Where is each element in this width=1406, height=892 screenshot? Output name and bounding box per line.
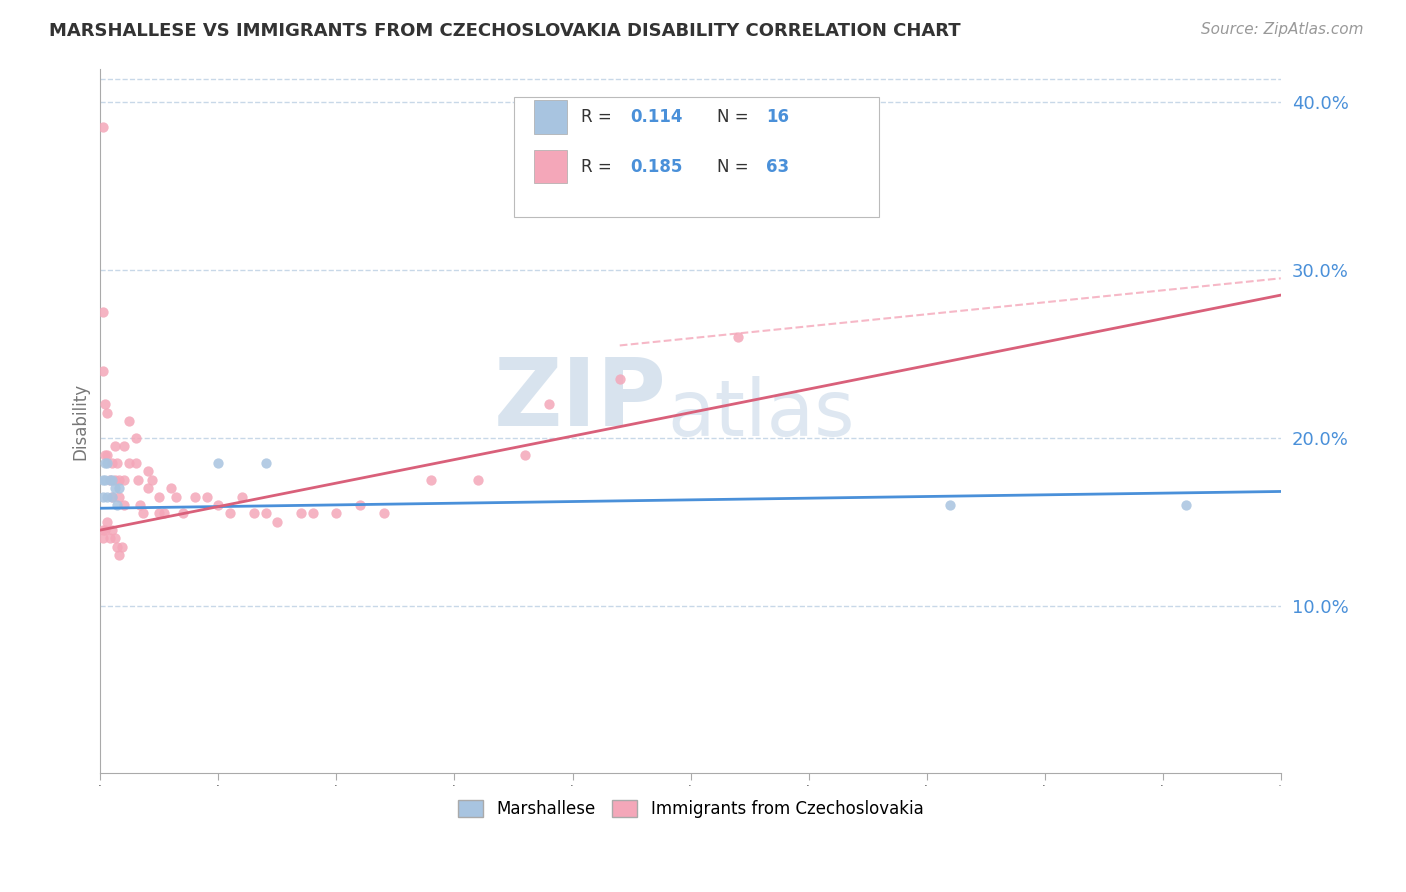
Point [302, 506, 325, 520]
Point [207, 498, 229, 512]
Point [110, 540, 132, 554]
Point [160, 481, 183, 495]
Y-axis label: Disability: Disability [72, 383, 89, 459]
Point [94, 448, 117, 462]
Point [112, 498, 135, 512]
Point [118, 456, 141, 470]
Point [219, 506, 242, 520]
Point [94, 473, 117, 487]
Text: R =: R = [581, 158, 617, 176]
Point [94, 523, 117, 537]
Legend: Marshallese, Immigrants from Czechoslovakia: Marshallese, Immigrants from Czechoslova… [451, 794, 929, 825]
Point [101, 490, 124, 504]
Point [103, 532, 125, 546]
Point [148, 506, 170, 520]
Point [254, 506, 277, 520]
Point [349, 498, 371, 512]
Point [101, 523, 124, 537]
Point [537, 397, 560, 411]
Point [98, 473, 121, 487]
Point [96, 490, 118, 504]
Point [94, 456, 117, 470]
Text: 16: 16 [766, 108, 789, 126]
Point [325, 506, 347, 520]
Text: R =: R = [581, 108, 617, 126]
Point [254, 456, 277, 470]
Text: 0.114: 0.114 [630, 108, 683, 126]
Point [103, 439, 125, 453]
Point [231, 490, 253, 504]
Text: MARSHALLESE VS IMMIGRANTS FROM CZECHOSLOVAKIA DISABILITY CORRELATION CHART: MARSHALLESE VS IMMIGRANTS FROM CZECHOSLO… [49, 22, 960, 40]
Point [96, 456, 118, 470]
Point [290, 506, 312, 520]
Point [243, 506, 266, 520]
Point [91, 490, 114, 504]
Point [94, 397, 117, 411]
Point [101, 490, 124, 504]
Point [101, 456, 124, 470]
FancyBboxPatch shape [534, 100, 567, 134]
Point [515, 448, 537, 462]
Point [108, 490, 131, 504]
Text: ZIP: ZIP [494, 354, 666, 446]
Point [1175, 498, 1198, 512]
Point [136, 481, 159, 495]
Point [105, 456, 128, 470]
Point [195, 490, 218, 504]
Point [91, 363, 114, 377]
Point [727, 330, 749, 344]
Point [165, 490, 187, 504]
Point [467, 473, 489, 487]
Point [91, 532, 114, 546]
Text: N =: N = [717, 158, 754, 176]
Point [103, 481, 125, 495]
Point [108, 473, 131, 487]
Point [939, 498, 962, 512]
Point [141, 473, 163, 487]
Point [127, 473, 149, 487]
Point [136, 464, 159, 478]
Point [373, 506, 395, 520]
Point [132, 506, 155, 520]
Point [96, 515, 118, 529]
Point [91, 473, 114, 487]
Text: 63: 63 [766, 158, 789, 176]
Point [105, 540, 128, 554]
Point [96, 448, 118, 462]
Point [98, 473, 121, 487]
Point [108, 481, 131, 495]
Text: N =: N = [717, 108, 754, 126]
Point [98, 532, 121, 546]
Point [129, 498, 152, 512]
Point [153, 506, 176, 520]
FancyBboxPatch shape [534, 150, 567, 184]
Point [91, 523, 114, 537]
Point [609, 372, 631, 386]
Text: 0.185: 0.185 [630, 158, 683, 176]
Point [184, 490, 207, 504]
Point [266, 515, 288, 529]
Point [112, 473, 135, 487]
Point [419, 473, 441, 487]
Point [207, 456, 229, 470]
Point [125, 431, 148, 445]
Point [101, 473, 124, 487]
Point [103, 473, 125, 487]
Point [148, 490, 170, 504]
Point [112, 439, 135, 453]
Point [91, 120, 114, 135]
Point [118, 414, 141, 428]
Point [91, 305, 114, 319]
Point [125, 456, 148, 470]
Point [96, 406, 118, 420]
FancyBboxPatch shape [513, 96, 880, 217]
Text: Source: ZipAtlas.com: Source: ZipAtlas.com [1201, 22, 1364, 37]
Point [108, 548, 131, 562]
Point [105, 498, 128, 512]
Point [172, 506, 194, 520]
Text: atlas: atlas [666, 376, 855, 452]
